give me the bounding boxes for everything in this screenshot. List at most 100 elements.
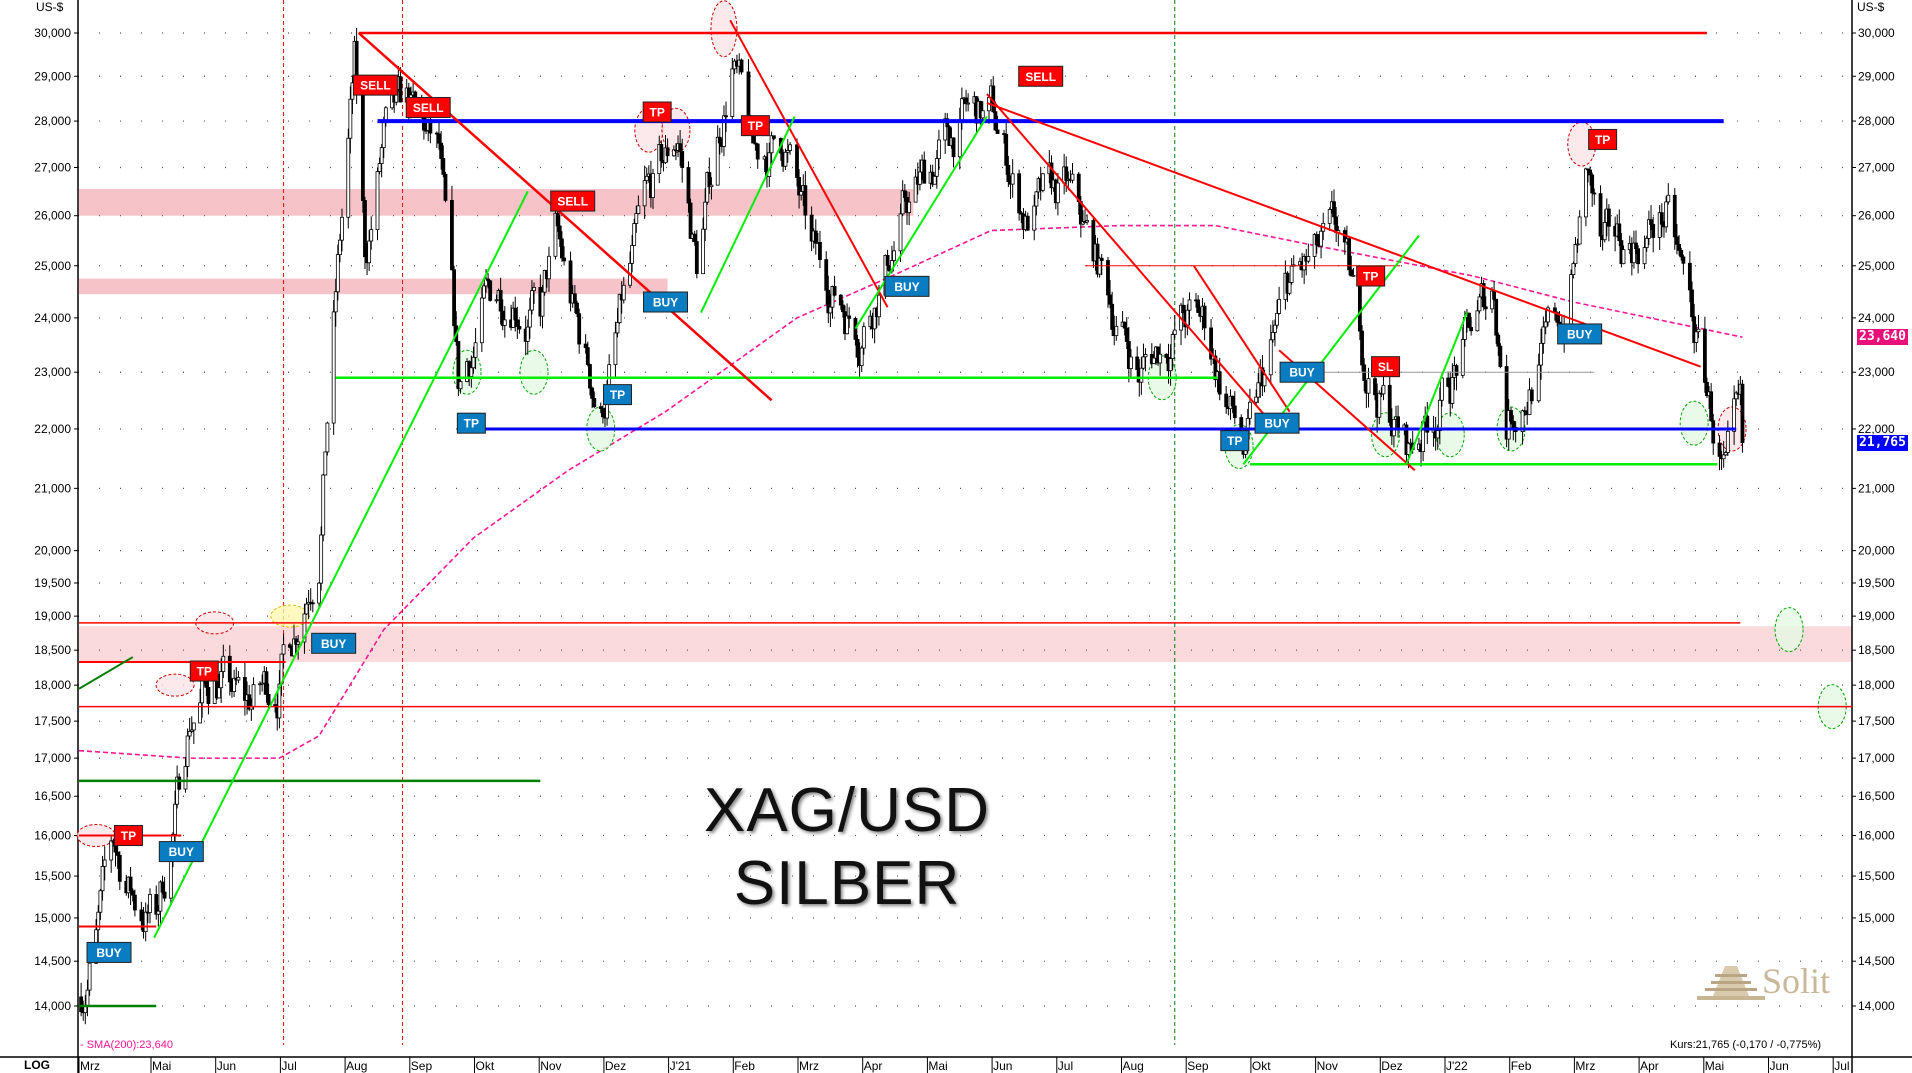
candle-body	[173, 803, 177, 835]
candle-body	[369, 229, 374, 242]
candle-body	[183, 766, 188, 790]
trend-line	[1405, 312, 1468, 465]
y-tick-label-left: 17,500	[34, 714, 71, 728]
candle-body	[502, 319, 507, 326]
y-tick-label-left: 20,000	[34, 544, 71, 558]
candle-body	[1187, 299, 1192, 311]
candle-body	[1520, 410, 1525, 432]
candle-body	[500, 310, 505, 326]
candle-body	[1349, 269, 1354, 277]
candle-body	[861, 326, 866, 349]
candle-body	[198, 702, 202, 724]
candle-body	[1440, 377, 1444, 401]
y-tick-label-right: 28,000	[1858, 114, 1895, 128]
candle-body	[1659, 212, 1664, 225]
candle-body	[1606, 208, 1611, 227]
candle-body	[1034, 191, 1039, 207]
candle-body	[769, 135, 774, 154]
candle-body	[83, 1006, 88, 1014]
highlight-ellipse	[155, 673, 195, 697]
candle-body	[1598, 193, 1603, 237]
candle-body	[859, 347, 864, 366]
candle-body	[1621, 249, 1626, 265]
candle-body	[79, 996, 84, 1013]
candle-body	[236, 677, 241, 681]
candle-body	[469, 367, 474, 377]
y-tick-label-right: 27,000	[1858, 161, 1895, 175]
candle-body	[1151, 357, 1156, 364]
log-scale-toggle[interactable]: LOG	[24, 1058, 50, 1072]
y-tick-label-right: 30,000	[1858, 26, 1895, 40]
y-tick-label-right: 21,000	[1858, 481, 1895, 495]
candle-body	[251, 684, 256, 708]
candle-body	[1351, 274, 1356, 277]
candle-body	[527, 309, 532, 328]
signal-label-sell: SELL	[352, 74, 398, 96]
candle-body	[1644, 237, 1649, 248]
candle-body	[1602, 221, 1607, 241]
candle-body	[659, 144, 664, 162]
candle-body	[1460, 339, 1465, 376]
candle-body	[932, 175, 937, 185]
y-tick-label-right: 16,000	[1858, 829, 1895, 843]
trend-line	[986, 93, 1268, 419]
y-tick-label-left: 15,000	[34, 911, 71, 925]
candle-body	[1049, 162, 1054, 189]
candle-body	[771, 135, 776, 139]
signal-label-buy: BUY	[86, 941, 132, 963]
candle-body	[1649, 219, 1653, 225]
signal-box	[1557, 323, 1603, 345]
candle-body	[1017, 173, 1022, 214]
candle-body	[1496, 334, 1501, 347]
y-tick-label-right: 19,500	[1858, 576, 1895, 590]
highlight-ellipse	[710, 0, 738, 58]
signal-label-buy: BUY	[311, 632, 357, 654]
signal-label-sell: SELL	[1018, 65, 1064, 87]
x-tick-label: Jun	[1770, 1059, 1789, 1073]
candle-body	[458, 381, 463, 390]
candle-body	[1694, 331, 1699, 343]
candle-body	[1702, 328, 1707, 383]
candle-body	[688, 202, 693, 239]
solit-logo-icon	[1697, 966, 1765, 1000]
candle-body	[338, 239, 342, 256]
candle-body	[902, 190, 907, 198]
candle-body	[560, 238, 564, 259]
candle-body	[947, 126, 952, 146]
candle-body	[1004, 133, 1009, 166]
signal-text: BUY	[169, 845, 194, 859]
trend-line	[854, 116, 988, 330]
candle-body	[1126, 341, 1131, 369]
candle-body	[634, 213, 639, 224]
candle-body	[838, 294, 843, 306]
candle-body	[1306, 256, 1311, 262]
signal-text: SELL	[1025, 70, 1056, 84]
logo-text: Solit	[1762, 961, 1831, 1001]
candle-body	[1634, 242, 1638, 250]
candle-body	[918, 171, 922, 185]
x-tick-label: Sep	[1187, 1059, 1209, 1073]
candle-body	[1129, 356, 1133, 369]
support-resistance-zone	[79, 188, 914, 216]
candle-body	[484, 278, 488, 287]
signal-text: BUY	[1567, 327, 1592, 341]
candle-body	[488, 280, 493, 301]
y-tick-label-right: 19,000	[1858, 609, 1895, 623]
candle-body	[1675, 236, 1679, 245]
candle-body	[1032, 205, 1037, 231]
x-tick-label: J'22	[1446, 1059, 1468, 1073]
candle-body	[601, 408, 605, 418]
candle-body	[1543, 321, 1548, 328]
candle-body	[630, 245, 635, 264]
candle-body	[1490, 290, 1494, 310]
y-tick-label-right: 15,000	[1858, 911, 1895, 925]
signal-label-sl: SL	[1371, 356, 1401, 378]
candle-body	[1546, 307, 1550, 323]
candle-body	[367, 240, 372, 264]
candle-body	[1437, 399, 1442, 432]
candle-body	[1696, 328, 1701, 333]
candle-body	[709, 184, 714, 188]
candle-body	[900, 190, 905, 215]
candle-body	[130, 890, 135, 896]
y-tick-label-left: 16,000	[34, 829, 71, 843]
